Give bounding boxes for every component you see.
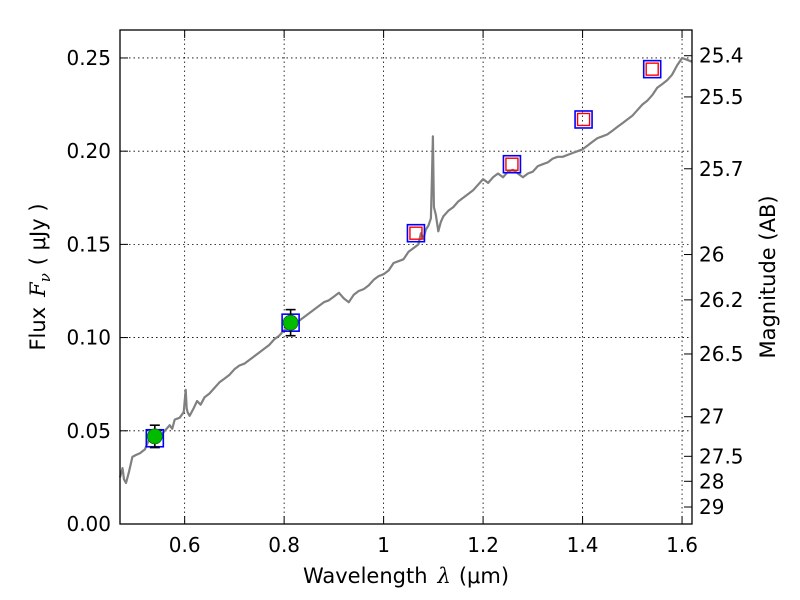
mag-tick-label: 25.5 — [699, 85, 744, 109]
mag-tick-label: 26.5 — [699, 342, 744, 366]
grid-lines — [120, 30, 692, 524]
model-square-point — [642, 59, 662, 79]
y-axis-label-left: FluxFν( μJy ) — [26, 203, 54, 350]
mag-tick-label: 29 — [699, 495, 724, 519]
y-tick-label: 0.00 — [66, 512, 111, 536]
y-axis-label-right: Magnitude (AB) — [756, 195, 780, 358]
x-tick-label: 1 — [377, 533, 390, 557]
y-tick-label: 0.05 — [66, 419, 111, 443]
y-tick-label: 0.10 — [66, 326, 111, 350]
y-tick-label: 0.15 — [66, 232, 111, 256]
axis-ticks: 0.6 0.8 1 1.2 1.4 1.6 0.00 0.05 0.10 0.15 0.20 0.25… — [66, 30, 744, 557]
mag-tick-label: 25.4 — [699, 44, 744, 68]
model-square-point — [406, 223, 426, 243]
spectrum-line — [118, 56, 693, 485]
x-tick-label: 0.6 — [169, 533, 201, 557]
photometry-point — [645, 62, 659, 76]
x-tick-label: 1.6 — [666, 533, 698, 557]
photometry-point — [505, 157, 519, 171]
x-tick-label: 1.4 — [567, 533, 599, 557]
photometry-point — [576, 112, 591, 127]
photometry-layer — [145, 59, 662, 449]
y-tick-label: 0.20 — [66, 139, 111, 163]
model-square-point — [502, 154, 522, 174]
mag-tick-label: 28 — [699, 469, 724, 493]
x-axis-label: Wavelength λ (μm) — [303, 564, 509, 588]
photometry-point — [282, 314, 299, 331]
mag-tick-label: 26 — [699, 243, 724, 267]
x-tick-label: 0.8 — [268, 533, 300, 557]
photometry-point — [146, 428, 163, 445]
mag-tick-label: 27.5 — [699, 444, 744, 468]
plot-frame — [119, 29, 693, 525]
model-square-point — [574, 110, 593, 129]
x-tick-label: 1.2 — [467, 533, 499, 557]
mag-tick-label: 26.2 — [699, 288, 744, 312]
photometry-point — [409, 226, 423, 240]
mag-tick-label: 27 — [699, 405, 724, 429]
spectrum-layer — [118, 56, 693, 485]
y-tick-label: 0.25 — [66, 46, 111, 70]
mag-tick-label: 25.7 — [699, 157, 744, 181]
